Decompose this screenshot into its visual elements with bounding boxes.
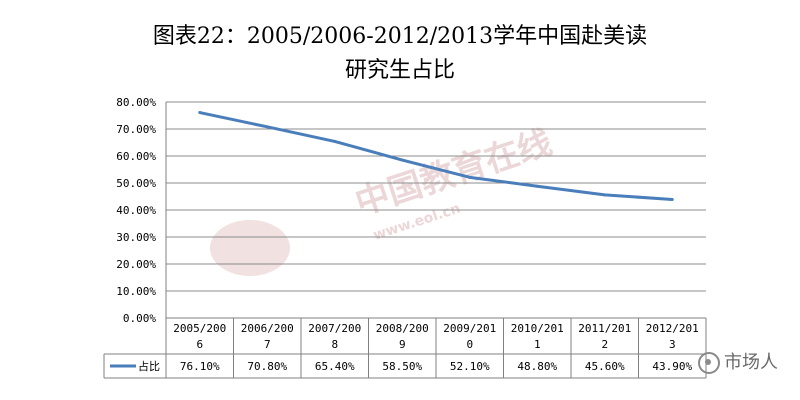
y-tick-label: 20.00% (116, 258, 156, 271)
corner-label: 市场人 (724, 352, 778, 373)
data-label: 65.40% (315, 360, 355, 373)
data-label: 45.60% (585, 360, 625, 373)
y-axis: 0.00% 10.00% 20.00% 30.00% 40.00% 50.00% 60.00… (116, 96, 167, 325)
x-tick-label: 3 (669, 338, 676, 351)
x-tick-label: 1 (534, 338, 541, 351)
x-tick-label: 2005/200 (173, 322, 226, 335)
x-tick-label: 2008/200 (376, 322, 429, 335)
data-label: 76.10% (180, 360, 220, 373)
data-point (535, 184, 539, 188)
legend-label: 占比 (138, 359, 160, 373)
x-tick-label: 7 (264, 338, 271, 351)
x-tick-label: 2010/201 (511, 322, 564, 335)
y-tick-label: 10.00% (116, 285, 156, 298)
x-tick-label: 8 (331, 338, 338, 351)
data-label: 52.10% (450, 360, 490, 373)
y-tick-label: 50.00% (116, 177, 156, 190)
data-point (603, 193, 607, 197)
x-tick-label: 2007/200 (308, 322, 361, 335)
data-label: 58.50% (382, 360, 422, 373)
corner-badge: 市场人 (698, 348, 778, 374)
y-tick-label: 40.00% (116, 204, 156, 217)
data-table: 2005/200 6 2006/200 7 2007/200 8 2008/200 9 2009… (103, 318, 707, 379)
x-tick-label: 0 (466, 338, 473, 351)
y-tick-label: 70.00% (116, 123, 156, 136)
x-tick-label: 2 (601, 338, 608, 351)
x-tick-label: 2009/201 (443, 322, 496, 335)
data-point (468, 175, 472, 179)
gridlines (166, 101, 706, 319)
data-point (670, 197, 674, 201)
data-point (333, 139, 337, 143)
y-tick-label: 60.00% (116, 150, 156, 163)
data-label: 70.80% (247, 360, 287, 373)
chart-title-line2: 研究生占比 (344, 58, 455, 83)
watermark-logo-icon (210, 220, 290, 276)
data-point (400, 158, 404, 162)
data-point (198, 111, 202, 115)
wechat-icon (698, 352, 720, 374)
x-tick-label: 2011/201 (578, 322, 631, 335)
x-tick-label: 6 (196, 338, 203, 351)
data-point (265, 125, 269, 129)
watermark: 中国教育在线 www.eol.cn (210, 122, 557, 276)
x-tick-label: 2006/200 (241, 322, 294, 335)
series-line (199, 111, 673, 201)
y-tick-label: 80.00% (116, 96, 156, 109)
data-label: 43.90% (652, 360, 692, 373)
data-label: 48.80% (517, 360, 557, 373)
x-tick-label: 9 (399, 338, 406, 351)
y-tick-label: 30.00% (116, 231, 156, 244)
y-tick-label: 0.00% (123, 312, 156, 325)
series-layer (198, 111, 674, 201)
chart-title-line1: 图表22：2005/2006-2012/2013学年中国赴美读 (152, 24, 648, 49)
x-tick-label: 2012/201 (646, 322, 699, 335)
